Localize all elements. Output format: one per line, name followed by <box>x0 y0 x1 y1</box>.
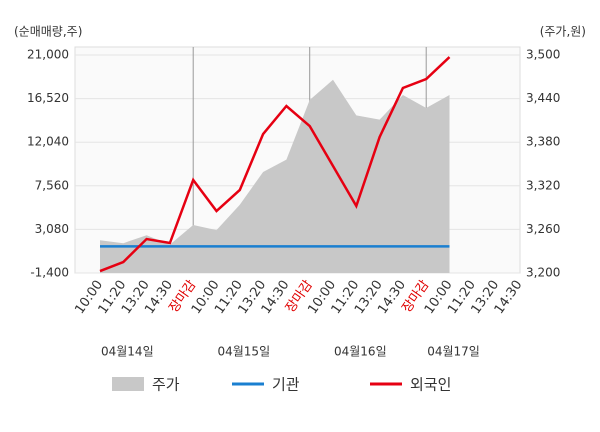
y2-axis-label: (주가,원) <box>540 25 586 39</box>
y-tick-label: 21,000 <box>27 48 69 62</box>
y2-tick-label: 3,320 <box>526 178 560 192</box>
date-label: 04월14일 <box>101 345 154 359</box>
y-tick-label: -1,400 <box>30 266 69 280</box>
date-label: 04월16일 <box>334 345 387 359</box>
y-tick-label: 12,040 <box>27 135 69 149</box>
legend-label: 주가 <box>152 376 180 394</box>
y2-tick-label: 3,380 <box>526 135 560 149</box>
date-label: 04월15일 <box>217 345 270 359</box>
y-tick-label: 3,080 <box>35 222 69 236</box>
y2-tick-label: 3,200 <box>526 266 560 280</box>
y2-tick-label: 3,500 <box>526 48 560 62</box>
y2-tick-label: 3,440 <box>526 91 560 105</box>
legend-swatch <box>112 377 144 391</box>
legend-label: 기관 <box>272 376 300 394</box>
y-axis-label: (순매매량,주) <box>14 25 82 39</box>
legend-label: 외국인 <box>410 376 451 394</box>
series-line <box>99 56 451 273</box>
y2-tick-label: 3,260 <box>526 222 560 236</box>
date-label: 04월17일 <box>427 345 480 359</box>
price-area <box>100 79 450 273</box>
y-tick-label: 7,560 <box>35 178 69 192</box>
y-tick-label: 16,520 <box>27 91 69 105</box>
